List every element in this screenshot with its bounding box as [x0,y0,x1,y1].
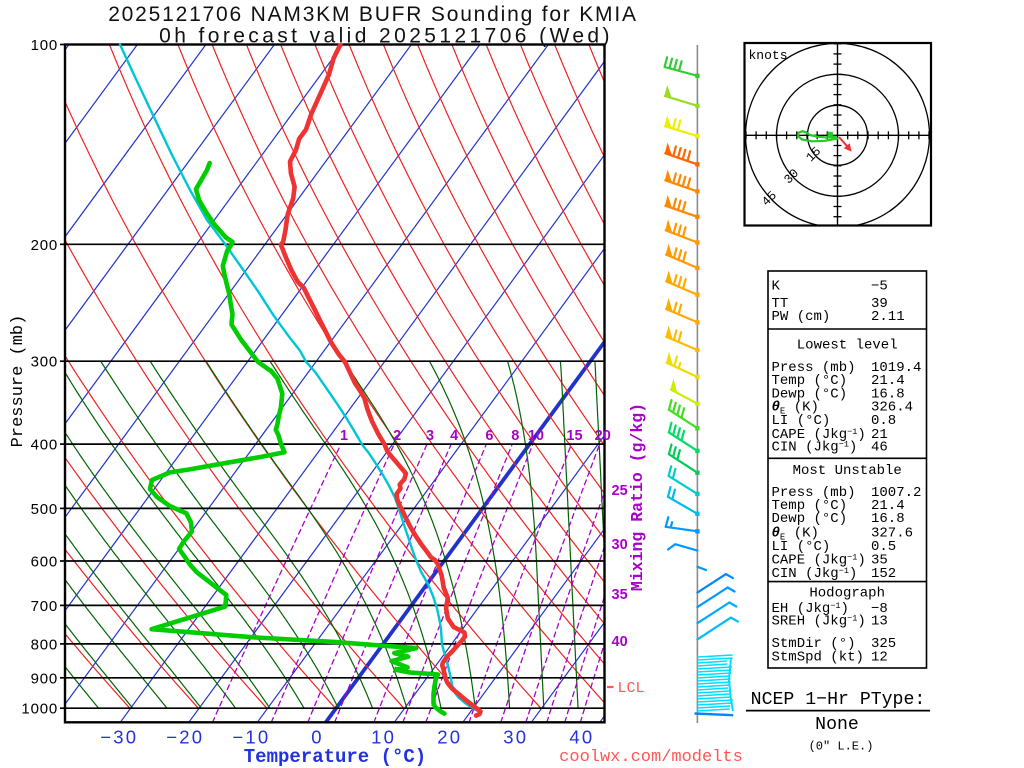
svg-text:knots: knots [749,48,788,63]
svg-text:−20: −20 [166,727,204,748]
svg-text:−5: −5 [871,279,888,295]
svg-text:NCEP 1−Hr PType:: NCEP 1−Hr PType: [751,690,926,710]
svg-text:500: 500 [31,501,58,518]
svg-text:800: 800 [31,636,58,653]
svg-text:−10: −10 [232,727,270,748]
svg-text:LI (°C): LI (°C) [772,413,831,429]
svg-text:0h forecast valid 2025121706 (: 0h forecast valid 2025121706 (Wed) [159,25,613,48]
svg-text:20: 20 [595,428,611,444]
svg-text:EH (Jkg−1): EH (Jkg−1) [772,601,849,617]
svg-text:325: 325 [871,636,896,652]
svg-text:θE (K): θE (K) [772,526,819,543]
svg-text:StmSpd (kt): StmSpd (kt) [772,649,864,665]
svg-text:Hodograph: Hodograph [809,586,885,602]
svg-text:327.6: 327.6 [871,526,913,542]
svg-text:30: 30 [503,727,528,748]
svg-text:PW (cm): PW (cm) [772,309,831,325]
svg-text:θE (K): θE (K) [772,400,819,417]
svg-text:2025121706 NAM3KM BUFR Soundin: 2025121706 NAM3KM BUFR Sounding for KMIA [108,3,638,26]
svg-text:35: 35 [871,553,888,569]
svg-text:21.4: 21.4 [871,373,905,389]
svg-text:0.8: 0.8 [871,413,896,429]
svg-text:StmDir (°): StmDir (°) [772,636,856,652]
svg-text:13: 13 [871,613,888,629]
svg-text:3: 3 [426,428,434,444]
svg-text:700: 700 [31,598,58,615]
svg-text:16.8: 16.8 [871,386,905,402]
svg-text:Temp (°C): Temp (°C) [772,498,848,514]
svg-text:8: 8 [511,428,519,444]
svg-text:K: K [772,279,781,295]
svg-text:Press (mb): Press (mb) [772,485,856,501]
svg-text:Press (mb): Press (mb) [772,360,856,376]
svg-text:12: 12 [871,649,888,665]
svg-text:600: 600 [31,554,58,571]
svg-text:6: 6 [485,428,493,444]
svg-text:LCL: LCL [618,680,645,697]
svg-text:Most Unstable: Most Unstable [793,463,902,479]
svg-text:CIN (Jkg−1): CIN (Jkg−1) [772,566,858,582]
svg-text:15: 15 [566,428,582,444]
svg-text:CAPE (Jkg−1): CAPE (Jkg−1) [772,553,866,569]
svg-text:−30: −30 [100,727,138,748]
svg-text:326.4: 326.4 [871,400,913,416]
svg-text:(0" L.E.): (0" L.E.) [809,740,874,754]
svg-text:0: 0 [311,727,324,748]
svg-text:Temp (°C): Temp (°C) [772,373,848,389]
svg-text:10: 10 [371,727,396,748]
svg-text:16.8: 16.8 [871,511,905,527]
svg-text:1: 1 [340,428,348,444]
svg-text:LI (°C): LI (°C) [772,539,831,555]
svg-text:CAPE (Jkg−1): CAPE (Jkg−1) [772,427,866,443]
svg-text:1007.2: 1007.2 [871,485,921,501]
svg-text:2: 2 [393,428,401,444]
svg-text:CIN (Jkg−1): CIN (Jkg−1) [772,440,858,456]
svg-text:2.11: 2.11 [871,309,905,325]
svg-text:35: 35 [612,587,628,603]
svg-text:39: 39 [871,296,888,312]
svg-text:Temperature (°C): Temperature (°C) [244,746,426,768]
svg-text:0.5: 0.5 [871,539,896,555]
svg-text:Lowest level: Lowest level [797,338,898,354]
svg-text:coolwx.com/modelts: coolwx.com/modelts [559,748,743,767]
svg-text:Dewp (°C): Dewp (°C) [772,511,848,527]
svg-text:1000: 1000 [21,701,58,718]
svg-text:TT: TT [772,296,789,312]
svg-text:None: None [815,715,859,735]
svg-text:400: 400 [31,437,58,454]
svg-text:Pressure (mb): Pressure (mb) [9,315,28,448]
svg-text:1019.4: 1019.4 [871,360,921,376]
svg-text:900: 900 [31,670,58,687]
svg-text:Dewp (°C): Dewp (°C) [772,386,848,402]
svg-text:25: 25 [612,483,628,499]
svg-text:200: 200 [31,237,58,254]
svg-text:21.4: 21.4 [871,498,905,514]
svg-text:−8: −8 [871,601,888,617]
svg-text:300: 300 [31,354,58,371]
svg-text:20: 20 [437,727,462,748]
svg-text:21: 21 [871,427,888,443]
svg-text:152: 152 [871,566,896,582]
svg-text:40: 40 [569,727,594,748]
svg-text:SREH (Jkg−1): SREH (Jkg−1) [772,613,866,629]
svg-text:46: 46 [871,440,888,456]
svg-text:30: 30 [612,537,628,553]
svg-text:40: 40 [612,634,628,650]
svg-text:100: 100 [31,37,58,54]
svg-text:Mixing Ratio (g/kg): Mixing Ratio (g/kg) [628,403,647,591]
svg-text:10: 10 [528,428,544,444]
svg-text:4: 4 [450,428,458,444]
